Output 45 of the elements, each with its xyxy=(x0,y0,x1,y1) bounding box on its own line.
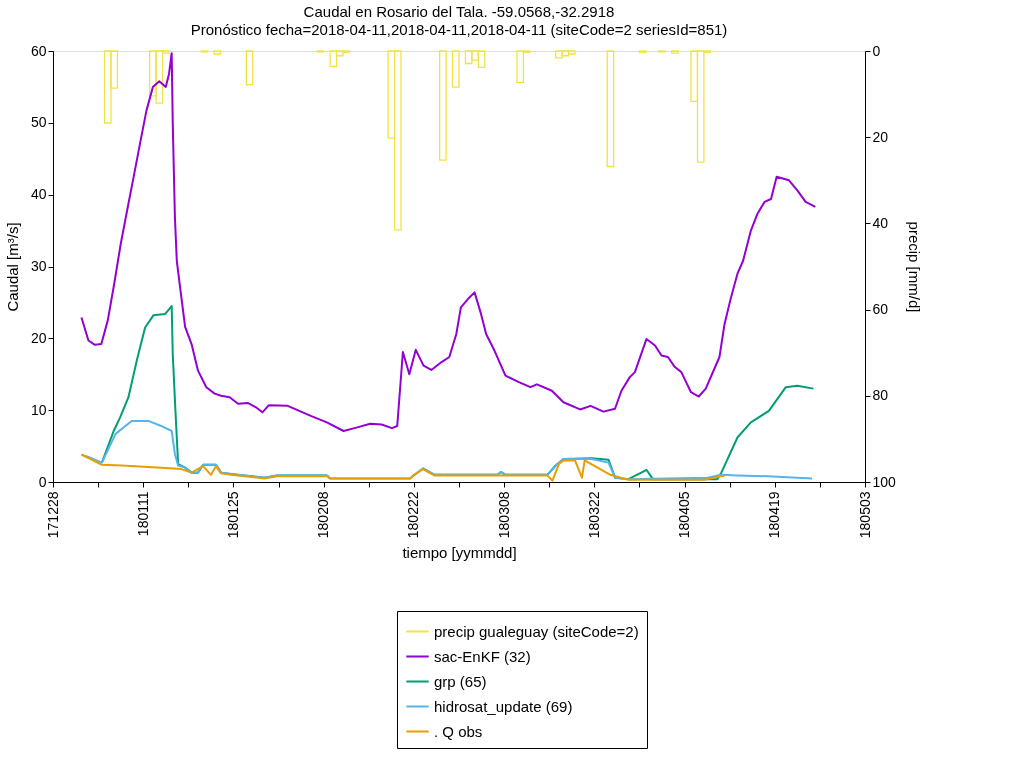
bar xyxy=(606,50,615,168)
y-tick-label: 60 xyxy=(30,42,47,59)
x-tick-label: 180503 xyxy=(856,491,873,539)
x-tick-label: 180111 xyxy=(134,491,151,537)
bar xyxy=(451,50,460,88)
bar xyxy=(316,50,325,53)
x-axis-title: tiempo [yymmdd] xyxy=(402,544,517,562)
y-tick-label: 40 xyxy=(30,186,47,203)
y-tick-label: 20 xyxy=(30,329,47,346)
bar xyxy=(200,50,209,53)
legend-label: hidrosat_update (69) xyxy=(434,697,573,715)
y2-tick-label: 80 xyxy=(872,387,889,404)
x-tick-label: 171228 xyxy=(44,491,61,539)
x-tick-label: 180322 xyxy=(585,491,602,539)
bar xyxy=(638,50,647,53)
y2-tick-label: 20 xyxy=(872,128,889,145)
y2-tick-label: 0 xyxy=(872,42,881,59)
line-series xyxy=(80,453,726,482)
bar xyxy=(439,50,447,161)
y2-axis-title: precip [mm/d] xyxy=(905,221,923,313)
y-tick-label: 10 xyxy=(30,401,47,418)
x-tick-label: 180125 xyxy=(224,491,241,539)
legend-label: precip gualeguay (siteCode=2) xyxy=(434,622,639,640)
y-tick-label: 30 xyxy=(30,258,47,274)
legend-label: . Q obs xyxy=(434,722,483,740)
y2-tick-label: 40 xyxy=(872,214,889,231)
y2-tick-label: 60 xyxy=(872,301,889,318)
chart-title: Caudal en Rosario del Tala. -59.0568,-32.2918 xyxy=(303,3,615,20)
y-axis-title: Caudal [m³/s] xyxy=(3,222,21,312)
x-tick-label: 180222 xyxy=(405,491,422,539)
bar xyxy=(658,50,666,53)
bar xyxy=(213,50,222,55)
chart-subtitle: Pronóstico fecha=2018-04-11,2018-04-11,2018-04-11 (siteCode=2 seriesId=851) xyxy=(190,21,728,38)
x-tick-label: 180308 xyxy=(495,491,512,539)
bar xyxy=(245,50,254,86)
y2-tick-label: 100 xyxy=(872,473,897,490)
bar xyxy=(671,50,679,54)
x-tick-label: 180208 xyxy=(315,491,332,539)
y-tick-label: 50 xyxy=(30,114,47,131)
line-series xyxy=(80,52,817,432)
x-tick-label: 180419 xyxy=(766,491,783,539)
x-tick-label: 180405 xyxy=(676,491,693,539)
y-tick-label: 0 xyxy=(38,473,47,490)
legend-label: grp (65) xyxy=(434,672,487,690)
legend-label: sac-EnKF (32) xyxy=(434,647,531,665)
